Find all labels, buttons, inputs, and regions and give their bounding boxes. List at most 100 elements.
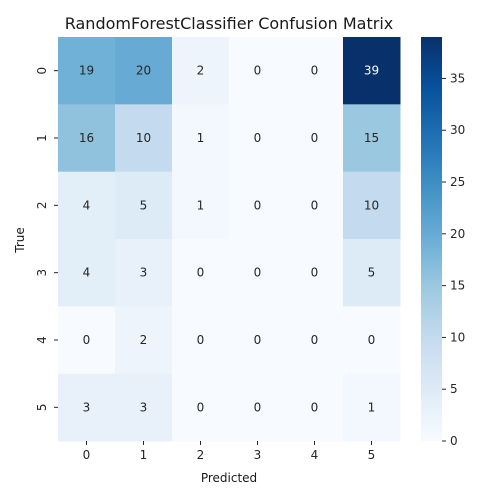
cell-label-2-1: 5	[140, 198, 148, 212]
heatmap-cell-2-0	[58, 171, 116, 240]
cell-label-5-3: 0	[254, 400, 262, 414]
heatmap-cell-5-2	[172, 373, 230, 442]
heatmap-cell-0-5	[343, 37, 401, 105]
cell-label-0-1: 20	[136, 64, 151, 78]
cell-label-4-3: 0	[254, 333, 262, 347]
cell-label-3-0: 4	[83, 266, 91, 280]
y-tick-label-3: 3	[35, 269, 49, 277]
colorbar-tick-label-7: 35	[450, 71, 465, 85]
heatmap-cells	[58, 37, 401, 442]
colorbar: 0 5 10 15 20 25 30 35	[421, 37, 465, 448]
cell-label-3-3: 0	[254, 266, 262, 280]
heatmap-cell-1-0	[58, 104, 116, 173]
y-axis-label: True	[13, 227, 27, 254]
cell-label-4-2: 0	[197, 333, 205, 347]
cell-label-1-5: 15	[364, 131, 379, 145]
heatmap-cell-1-2	[172, 104, 230, 173]
cell-label-4-5: 0	[368, 333, 376, 347]
y-axis: 0 1 2 3 4 5	[35, 67, 58, 411]
cell-label-1-2: 1	[197, 131, 205, 145]
cell-label-0-5: 39	[364, 64, 379, 78]
heatmap-cell-4-5	[343, 306, 401, 375]
cell-label-2-5: 10	[364, 198, 379, 212]
heatmap-cell-0-3	[229, 37, 287, 105]
x-tick-label-5: 5	[368, 448, 376, 462]
y-tick-label-4: 4	[35, 336, 49, 344]
heatmap-cell-3-0	[58, 239, 116, 307]
cell-label-1-1: 10	[136, 131, 151, 145]
cell-label-5-1: 3	[140, 400, 148, 414]
cell-label-2-2: 1	[197, 198, 205, 212]
colorbar-tick-label-3: 15	[450, 279, 465, 293]
colorbar-tick-label-2: 10	[450, 330, 465, 344]
cell-label-4-0: 0	[83, 333, 91, 347]
x-axis: 0 1 2 3 4 5	[83, 441, 376, 462]
heatmap-cell-4-3	[229, 306, 287, 375]
chart-title: RandomForestClassifier Confusion Matrix	[65, 14, 394, 33]
cell-label-3-2: 0	[197, 266, 205, 280]
cell-label-5-4: 0	[311, 400, 319, 414]
cell-label-3-4: 0	[311, 266, 319, 280]
cell-label-0-3: 0	[254, 64, 262, 78]
colorbar-tick-label-1: 5	[450, 382, 458, 396]
heatmap-cell-2-4	[286, 171, 344, 240]
heatmap-cell-3-4	[286, 239, 344, 307]
y-tick-label-0: 0	[35, 67, 49, 75]
cell-label-1-0: 16	[79, 131, 94, 145]
x-tick-label-4: 4	[311, 448, 319, 462]
y-tick-label-1: 1	[35, 134, 49, 142]
colorbar-tick-label-4: 20	[450, 227, 465, 241]
heatmap-cell-5-1	[115, 373, 173, 442]
heatmap-cell-0-1	[115, 37, 173, 105]
heatmap-cell-1-3	[229, 104, 287, 173]
heatmap-cell-3-1	[115, 239, 173, 307]
cell-label-2-3: 0	[254, 198, 262, 212]
heatmap-cell-3-5	[343, 239, 401, 307]
y-tick-label-2: 2	[35, 202, 49, 210]
heatmap-cell-5-4	[286, 373, 344, 442]
heatmap-cell-1-4	[286, 104, 344, 173]
colorbar-gradient	[421, 37, 442, 441]
colorbar-tick-label-0: 0	[450, 434, 458, 448]
cell-label-0-2: 2	[197, 64, 205, 78]
heatmap-cell-1-1	[115, 104, 173, 173]
heatmap-cell-0-2	[172, 37, 230, 105]
y-tick-label-5: 5	[35, 404, 49, 412]
x-tick-label-1: 1	[140, 448, 148, 462]
cell-label-4-4: 0	[311, 333, 319, 347]
heatmap-cell-5-5	[343, 373, 401, 442]
heatmap-cell-4-2	[172, 306, 230, 375]
heatmap-cell-4-1	[115, 306, 173, 375]
heatmap-cell-2-2	[172, 171, 230, 240]
cell-label-1-3: 0	[254, 131, 262, 145]
heatmap-cell-1-5	[343, 104, 401, 173]
heatmap-cell-0-4	[286, 37, 344, 105]
heatmap-cell-5-0	[58, 373, 116, 442]
cell-label-5-5: 1	[368, 400, 376, 414]
x-tick-label-2: 2	[197, 448, 205, 462]
heatmap-cell-3-3	[229, 239, 287, 307]
heatmap-cell-4-0	[58, 306, 116, 375]
heatmap-cell-0-0	[58, 37, 116, 105]
cell-label-1-4: 0	[311, 131, 319, 145]
heatmap-cell-5-3	[229, 373, 287, 442]
cell-label-3-5: 5	[368, 266, 376, 280]
cell-label-2-0: 4	[83, 198, 91, 212]
x-tick-label-3: 3	[254, 448, 262, 462]
cell-label-2-4: 0	[311, 198, 319, 212]
heatmap-cell-2-3	[229, 171, 287, 240]
heatmap-cell-4-4	[286, 306, 344, 375]
colorbar-tick-label-5: 25	[450, 175, 465, 189]
heatmap-cell-2-5	[343, 171, 401, 240]
cell-label-5-2: 0	[197, 400, 205, 414]
x-axis-label: Predicted	[201, 471, 257, 485]
cell-label-4-1: 2	[140, 333, 148, 347]
cell-label-3-1: 3	[140, 266, 148, 280]
cell-label-5-0: 3	[83, 400, 91, 414]
heatmap-cell-2-1	[115, 171, 173, 240]
cell-label-0-0: 19	[79, 64, 94, 78]
heatmap-cell-3-2	[172, 239, 230, 307]
colorbar-tick-label-6: 30	[450, 123, 465, 137]
